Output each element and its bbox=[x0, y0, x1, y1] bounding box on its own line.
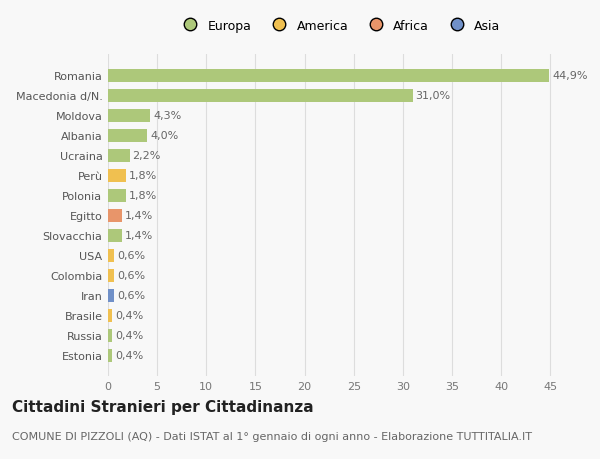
Bar bbox=[108, 349, 112, 362]
Bar bbox=[108, 309, 112, 322]
Text: 0,4%: 0,4% bbox=[115, 350, 143, 360]
Text: 0,4%: 0,4% bbox=[115, 310, 143, 320]
Text: 1,8%: 1,8% bbox=[128, 171, 157, 181]
Bar bbox=[108, 289, 114, 302]
Bar bbox=[108, 269, 114, 282]
Bar bbox=[108, 90, 413, 102]
Text: 1,4%: 1,4% bbox=[125, 211, 153, 221]
Bar bbox=[108, 110, 150, 123]
Bar bbox=[108, 249, 114, 262]
Text: 2,2%: 2,2% bbox=[133, 151, 161, 161]
Text: 31,0%: 31,0% bbox=[416, 91, 451, 101]
Text: Cittadini Stranieri per Cittadinanza: Cittadini Stranieri per Cittadinanza bbox=[12, 399, 314, 414]
Bar bbox=[108, 150, 130, 162]
Bar bbox=[108, 169, 125, 182]
Legend: Europa, America, Africa, Asia: Europa, America, Africa, Asia bbox=[178, 20, 500, 33]
Text: 4,3%: 4,3% bbox=[153, 111, 181, 121]
Text: 44,9%: 44,9% bbox=[553, 71, 588, 81]
Text: COMUNE DI PIZZOLI (AQ) - Dati ISTAT al 1° gennaio di ogni anno - Elaborazione TU: COMUNE DI PIZZOLI (AQ) - Dati ISTAT al 1… bbox=[12, 431, 532, 442]
Text: 0,6%: 0,6% bbox=[117, 251, 145, 261]
Bar bbox=[108, 129, 148, 142]
Bar bbox=[108, 189, 125, 202]
Text: 1,8%: 1,8% bbox=[128, 191, 157, 201]
Text: 1,4%: 1,4% bbox=[125, 231, 153, 241]
Bar bbox=[108, 209, 122, 222]
Text: 0,6%: 0,6% bbox=[117, 270, 145, 280]
Text: 0,4%: 0,4% bbox=[115, 330, 143, 340]
Bar bbox=[108, 70, 550, 83]
Text: 4,0%: 4,0% bbox=[150, 131, 179, 141]
Text: 0,6%: 0,6% bbox=[117, 291, 145, 301]
Bar bbox=[108, 329, 112, 342]
Bar bbox=[108, 229, 122, 242]
